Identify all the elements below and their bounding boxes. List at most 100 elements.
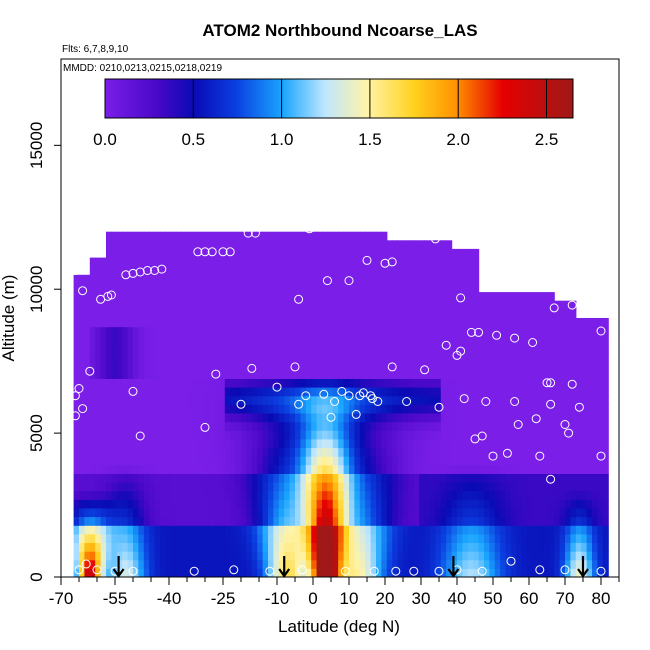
heatmap-cell — [154, 525, 161, 535]
heatmap-cell — [559, 516, 566, 526]
heatmap-cell — [435, 318, 442, 328]
heatmap-cell — [316, 464, 323, 474]
heatmap-cell — [435, 456, 442, 466]
heatmap-cell — [241, 335, 247, 345]
heatmap-cell — [316, 361, 323, 371]
heatmap-cell — [586, 387, 593, 397]
heatmap-cell — [181, 473, 188, 483]
heatmap-cell — [235, 387, 242, 397]
heatmap-cell — [376, 257, 382, 267]
heatmap-cell — [176, 490, 183, 500]
heatmap-cell — [413, 525, 420, 535]
heatmap-cell — [295, 551, 301, 561]
heatmap-cell — [111, 559, 118, 569]
heatmap-cell — [106, 559, 112, 569]
heatmap-cell — [332, 533, 339, 543]
heatmap-cell — [338, 266, 345, 276]
heatmap-cell — [602, 326, 609, 336]
heatmap-cell — [484, 361, 490, 371]
heatmap-cell — [95, 490, 102, 500]
heatmap-cell — [219, 300, 226, 310]
heatmap-cell — [370, 551, 377, 561]
heatmap-cell — [376, 447, 382, 457]
heatmap-cell — [430, 499, 436, 509]
heatmap-cell — [149, 438, 156, 449]
heatmap-cell — [127, 387, 134, 397]
heatmap-cell — [84, 378, 91, 388]
heatmap-cell — [424, 421, 431, 431]
heatmap-cell — [289, 430, 296, 440]
heatmap-cell — [154, 257, 161, 267]
heatmap-cell — [273, 283, 280, 293]
heatmap-cell — [408, 464, 415, 474]
heatmap-cell — [106, 326, 112, 336]
heatmap-cell — [79, 404, 85, 414]
heatmap-cell — [176, 335, 183, 345]
heatmap-cell — [332, 266, 339, 276]
heatmap-cell — [208, 456, 215, 466]
heatmap-cell — [235, 378, 242, 388]
heatmap-cell — [435, 343, 442, 354]
heatmap-cell — [435, 525, 442, 535]
heatmap-cell — [559, 318, 566, 328]
heatmap-cell — [554, 499, 561, 509]
heatmap-cell — [257, 456, 264, 466]
heatmap-cell — [133, 318, 139, 328]
heatmap-cell — [165, 326, 172, 336]
heatmap-cell — [289, 413, 296, 423]
heatmap-cell — [457, 507, 463, 518]
heatmap-cell — [457, 257, 463, 267]
heatmap-cell — [462, 507, 469, 518]
heatmap-cell — [575, 369, 582, 379]
heatmap-cell — [154, 551, 161, 561]
heatmap-cell — [592, 482, 598, 492]
heatmap-cell — [316, 551, 323, 561]
heatmap-cell — [381, 300, 388, 310]
heatmap-cell — [278, 309, 285, 319]
heatmap-cell — [230, 499, 237, 509]
heatmap-cell — [100, 300, 107, 310]
heatmap-cell — [457, 464, 463, 474]
heatmap-cell — [284, 430, 291, 440]
heatmap-cell — [413, 395, 420, 405]
heatmap-cell — [559, 464, 566, 474]
heatmap-cell — [527, 551, 534, 561]
heatmap-cell — [165, 542, 172, 552]
heatmap-cell — [376, 395, 382, 405]
heatmap-cell — [284, 421, 291, 431]
heatmap-cell — [592, 542, 598, 552]
heatmap-cell — [592, 447, 598, 457]
heatmap-cell — [457, 326, 463, 336]
heatmap-cell — [273, 542, 280, 552]
heatmap-cell — [559, 343, 566, 354]
heatmap-cell — [208, 430, 215, 440]
heatmap-cell — [586, 516, 593, 526]
heatmap-cell — [338, 507, 345, 518]
heatmap-cell — [419, 274, 426, 284]
heatmap-cell — [170, 525, 177, 535]
heatmap-cell — [532, 551, 539, 561]
heatmap-cell — [219, 378, 226, 388]
heatmap-cell — [203, 404, 210, 414]
heatmap-cell — [462, 542, 469, 552]
heatmap-cell — [284, 309, 291, 319]
heatmap-cell — [127, 300, 134, 310]
heatmap-cell — [581, 413, 588, 423]
heatmap-cell — [246, 309, 253, 319]
heatmap-cell — [295, 309, 301, 319]
heatmap-cell — [111, 430, 118, 440]
sample-point — [477, 566, 487, 576]
heatmap-cell — [208, 542, 215, 552]
heatmap-cell — [95, 507, 102, 518]
heatmap-cell — [548, 343, 555, 354]
heatmap-cell — [127, 490, 134, 500]
heatmap-cell — [538, 551, 544, 561]
heatmap-cell — [170, 456, 177, 466]
heatmap-cell — [230, 559, 237, 569]
heatmap-cell — [165, 335, 172, 345]
heatmap-cell — [122, 292, 129, 302]
heatmap-cell — [338, 343, 345, 354]
heatmap-cell — [424, 292, 431, 302]
heatmap-cell — [435, 369, 442, 379]
heatmap-cell — [467, 395, 474, 405]
